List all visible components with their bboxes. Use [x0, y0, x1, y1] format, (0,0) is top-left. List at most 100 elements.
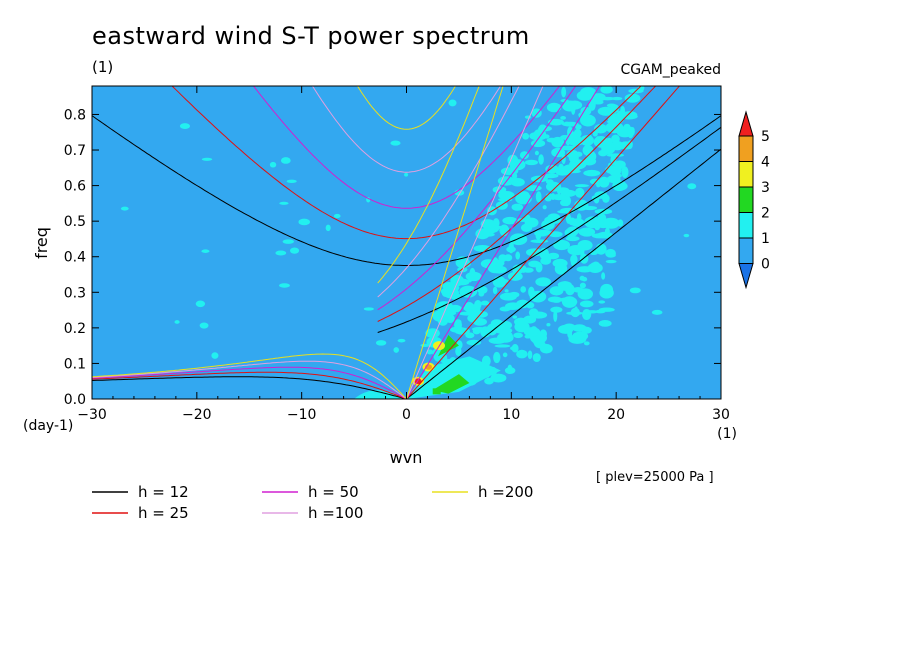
power-patch: [448, 304, 462, 313]
colorbar-box: [738, 186, 754, 213]
power-patch: [547, 213, 561, 222]
chart-title: eastward wind S-T power spectrum: [92, 22, 530, 50]
power-patch: [539, 329, 548, 339]
power-patch: [609, 167, 622, 177]
power-patch: [572, 138, 577, 148]
power-patch: [600, 86, 613, 94]
power-patch: [630, 126, 635, 136]
power-patch: [433, 313, 441, 318]
power-patch: [509, 159, 526, 171]
colorbar-max-arrow: [738, 110, 754, 137]
power-patch: [506, 246, 516, 253]
power-patch: [539, 124, 547, 130]
power-patch: [651, 309, 663, 315]
power-patch: [611, 134, 620, 144]
power-patch: [279, 283, 290, 288]
power-patch: [605, 248, 616, 258]
y-tick-label: 0.7: [64, 143, 86, 159]
power-patch: [561, 86, 567, 98]
power-patch: [535, 231, 542, 240]
power-patch: [464, 301, 474, 310]
power-patch: [594, 123, 608, 134]
power-patch: [472, 328, 481, 335]
power-patch: [565, 213, 572, 224]
power-patch: [567, 245, 585, 256]
power-patch: [512, 315, 518, 319]
power-patch: [493, 225, 504, 230]
power-patch: [510, 177, 525, 187]
y-tick-label: 0.3: [64, 285, 86, 301]
power-shading: [120, 86, 697, 399]
x-axis-label: wvn: [390, 448, 423, 467]
power-patch: [542, 205, 547, 210]
power-patch: [473, 245, 492, 252]
power-patch: [567, 100, 583, 110]
power-patch: [491, 265, 507, 274]
power-patch: [520, 286, 527, 293]
power-patch: [546, 102, 562, 113]
power-patch: [528, 308, 539, 317]
power-patch: [597, 106, 615, 116]
mrg-wave-curve: [377, 86, 577, 311]
y-tick-label: 0.1: [64, 356, 86, 372]
power-patch: [459, 285, 478, 298]
power-patch: [574, 306, 579, 315]
x-axis-unit: (1): [717, 426, 737, 442]
legend: h = 12 h = 25 h = 50 h =100 h =200: [92, 483, 533, 522]
power-patch: [621, 166, 629, 178]
power-patch: [539, 247, 549, 260]
colorbar-label: 0: [761, 257, 770, 273]
power-patch: [437, 315, 449, 326]
legend-label: h =100: [308, 504, 363, 522]
power-patch: [432, 388, 441, 395]
power-patch: [559, 199, 569, 207]
power-patch: [179, 123, 191, 129]
power-patch: [583, 169, 601, 177]
power-patch: [524, 217, 539, 228]
power-patch: [578, 227, 596, 237]
colorbar-box: [738, 237, 754, 264]
power-patch: [591, 233, 608, 239]
x-tick-label: 30: [712, 407, 730, 423]
power-patch: [575, 187, 585, 198]
power-patch: [454, 327, 470, 335]
y-tick-label: 0.6: [64, 179, 86, 195]
power-patch: [551, 194, 567, 201]
power-patch: [275, 250, 287, 256]
power-patch: [555, 169, 570, 176]
kelvin-wave-curve: [406, 86, 504, 399]
rossby-wave-curve: [92, 376, 407, 399]
power-patch: [201, 157, 213, 161]
power-patch: [363, 307, 374, 311]
power-patch: [333, 213, 341, 219]
power-patch: [627, 140, 633, 150]
power-patch: [211, 352, 219, 359]
colorbar-label: 5: [761, 129, 770, 145]
power-patch: [432, 374, 470, 394]
power-patch: [546, 323, 551, 327]
power-patch: [549, 286, 564, 296]
kelvin-wave-curve: [406, 86, 681, 399]
gravity-wave-curve: [171, 86, 642, 240]
power-patch: [563, 323, 576, 330]
power-patch: [542, 134, 550, 139]
power-patch: [508, 291, 520, 298]
power-patch: [568, 152, 579, 163]
power-patch: [454, 319, 462, 325]
power-patch: [269, 161, 277, 168]
power-patch: [507, 364, 513, 372]
power-patch: [572, 324, 587, 332]
power-patch: [286, 179, 297, 184]
power-patch: [602, 194, 610, 203]
power-patch: [570, 257, 576, 267]
power-patch: [477, 285, 488, 294]
legend-label: h =200: [478, 483, 533, 501]
power-patch: [588, 99, 596, 111]
power-patch: [515, 251, 521, 260]
colorbar-box: [738, 161, 754, 188]
colorbar-label: 3: [761, 180, 770, 196]
kelvin-wave-curve: [406, 86, 544, 399]
power-patch: [579, 275, 585, 281]
power-patch: [375, 340, 387, 346]
